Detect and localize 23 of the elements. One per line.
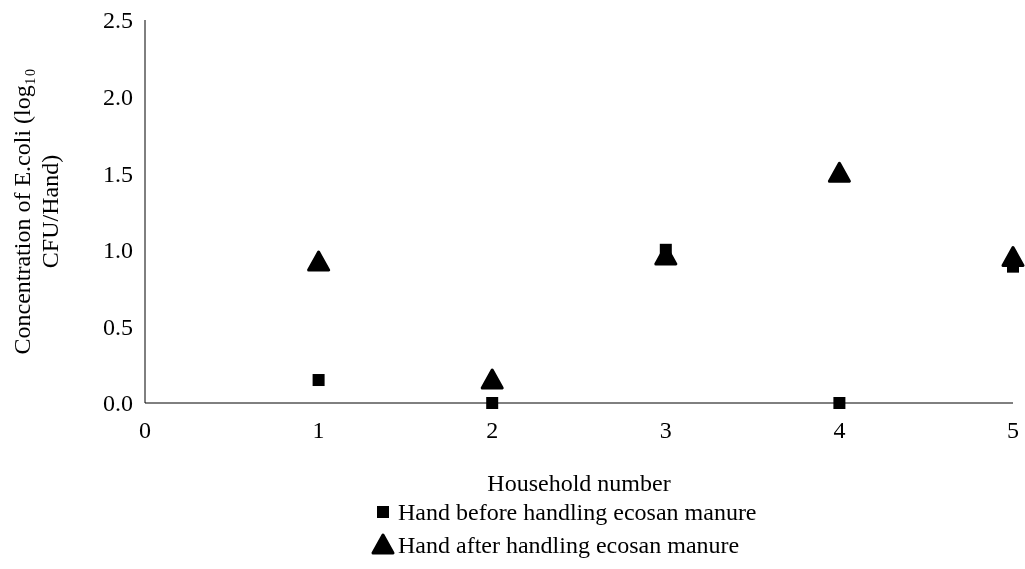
point — [833, 397, 846, 409]
y-tick-label: 2.0 — [103, 84, 133, 110]
y-tick-label: 0.5 — [103, 313, 133, 340]
x-tick-label: 3 — [659, 417, 672, 443]
point — [312, 374, 325, 387]
y-tick-label: 2.5 — [103, 7, 133, 34]
x-tick-label: 2 — [486, 417, 499, 443]
legend-label: Hand before handling ecosan manure — [398, 499, 757, 525]
x-tick-label: 5 — [1007, 417, 1019, 443]
point — [480, 368, 504, 390]
point — [827, 161, 851, 183]
y-tick-label: 1.5 — [103, 160, 133, 187]
x-tick-label: 1 — [312, 417, 325, 443]
legend-label: Hand after handling ecosan manure — [398, 532, 740, 558]
y-tick-label: 0.0 — [103, 390, 133, 417]
x-tick-label: 4 — [833, 417, 846, 443]
y-tick-label: 1.0 — [103, 237, 133, 264]
x-tick-label: 0 — [139, 417, 151, 443]
point — [486, 397, 499, 409]
point — [307, 250, 331, 272]
y-axis-title: Concentration of E.coli (log₁₀ CFU/Hand) — [9, 68, 63, 355]
point — [1001, 245, 1025, 267]
x-axis-title: Household number — [487, 470, 671, 496]
